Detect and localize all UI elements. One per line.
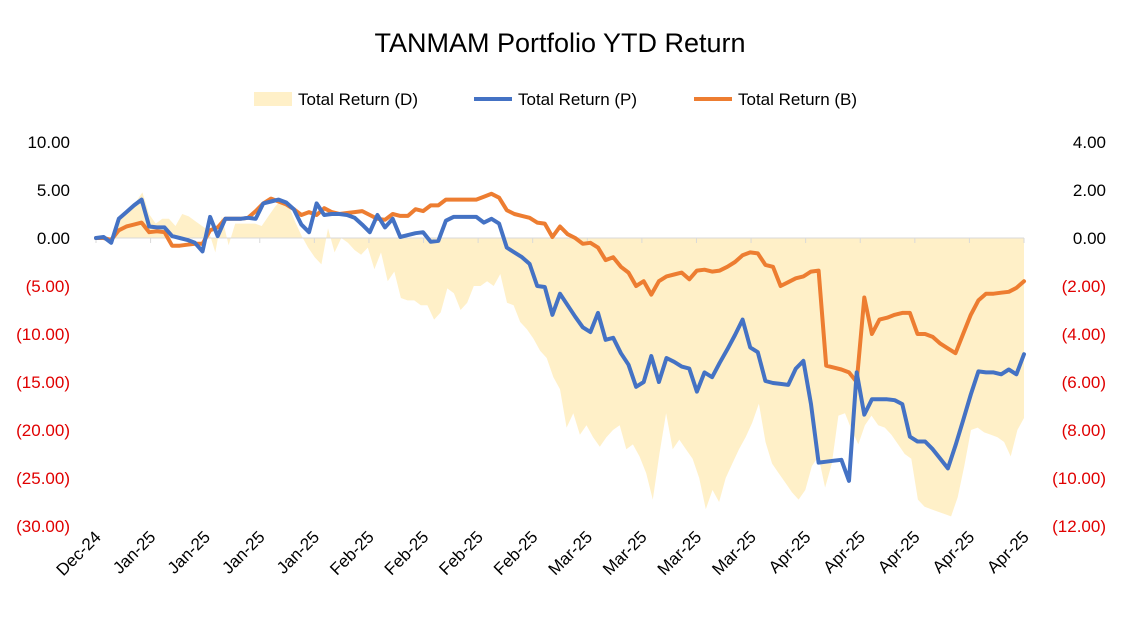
legend-label-p: Total Return (P) xyxy=(518,90,637,109)
x-tick-label: Apr-25 xyxy=(874,527,924,577)
y-right-tick-label: (6.00) xyxy=(1062,373,1106,392)
x-tick-label: Mar-25 xyxy=(545,527,597,579)
y-left-tick-label: 5.00 xyxy=(37,181,70,200)
y-right-tick-label: 2.00 xyxy=(1073,181,1106,200)
y-left-tick-label: (15.00) xyxy=(16,373,70,392)
x-tick-label: Apr-25 xyxy=(929,527,979,577)
x-axis: Dec-24 Jan-25 Jan-25 Jan-25 Jan-25 Feb-25 Feb-… xyxy=(53,527,1033,579)
x-tick-label: Mar-25 xyxy=(599,527,651,579)
y-right-tick-label: (10.00) xyxy=(1052,469,1106,488)
x-tick-label: Mar-25 xyxy=(654,527,706,579)
x-tick-label: Feb-25 xyxy=(326,527,378,579)
y-left-tick-label: (30.00) xyxy=(16,517,70,536)
x-tick-label: Apr-25 xyxy=(983,527,1033,577)
legend: Total Return (D) Total Return (P) Total … xyxy=(254,90,857,109)
x-tick-label: Feb-25 xyxy=(490,527,542,579)
area-total-return-d xyxy=(96,192,1024,517)
plot-area xyxy=(94,191,1026,517)
y-left-tick-label: (10.00) xyxy=(16,325,70,344)
y-right-tick-label: (12.00) xyxy=(1052,517,1106,536)
y-right-tick-label: (4.00) xyxy=(1062,325,1106,344)
x-tick-label: Apr-25 xyxy=(820,527,870,577)
y-left-tick-label: (20.00) xyxy=(16,421,70,440)
y-axis-left: 10.00 5.00 0.00 (5.00) (10.00) (15.00) (20.00)… xyxy=(16,133,70,536)
legend-swatch-area xyxy=(254,92,292,106)
legend-label-b: Total Return (B) xyxy=(738,90,857,109)
x-tick-label: Apr-25 xyxy=(765,527,815,577)
legend-label-d: Total Return (D) xyxy=(298,90,418,109)
x-tick-label: Jan-25 xyxy=(164,527,214,577)
x-tick-label: Feb-25 xyxy=(435,527,487,579)
chart-title: TANMAM Portfolio YTD Return xyxy=(374,28,745,58)
y-right-tick-label: (8.00) xyxy=(1062,421,1106,440)
y-right-tick-label: 4.00 xyxy=(1073,133,1106,152)
y-axis-right: 4.00 2.00 0.00 (2.00) (4.00) (6.00) (8.00) (10.… xyxy=(1052,133,1106,536)
y-left-tick-label: (25.00) xyxy=(16,469,70,488)
line-total-return-p xyxy=(94,197,1026,483)
y-left-tick-label: 0.00 xyxy=(37,229,70,248)
y-right-tick-label: 0.00 xyxy=(1073,229,1106,248)
x-tick-label: Feb-25 xyxy=(381,527,433,579)
x-tick-label: Jan-25 xyxy=(273,527,323,577)
y-left-tick-label: 10.00 xyxy=(27,133,70,152)
line-total-return-b xyxy=(94,191,1026,384)
x-tick-label: Jan-25 xyxy=(109,527,159,577)
y-left-tick-label: (5.00) xyxy=(26,277,70,296)
y-right-tick-label: (2.00) xyxy=(1062,277,1106,296)
x-tick-label: Jan-25 xyxy=(218,527,268,577)
x-tick-label: Mar-25 xyxy=(708,527,760,579)
